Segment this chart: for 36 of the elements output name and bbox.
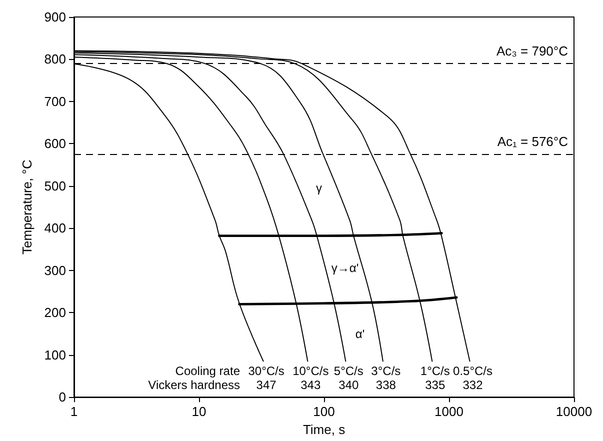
annotation: 347 (256, 378, 277, 392)
series-label: 5°C/s (334, 364, 364, 378)
annotation: Vickers hardness (148, 378, 240, 392)
y-tick-label: 200 (44, 305, 66, 320)
series-label: 0.5°C/s (453, 364, 493, 378)
y-tick-label: 800 (44, 52, 66, 67)
x-tick-label: 10000 (556, 404, 592, 420)
annotation: γ (316, 181, 322, 195)
annotation: 332 (462, 378, 484, 392)
y-tick-label: 500 (44, 178, 66, 194)
annotation: α' (355, 327, 365, 341)
series-label: 10°C/s (292, 364, 329, 378)
annotation: 335 (425, 378, 446, 392)
y-tick-label: 0 (58, 390, 66, 405)
x-tick-label: 100 (313, 404, 335, 420)
annotation: 343 (300, 378, 321, 392)
annotation: Cooling rate (175, 364, 240, 378)
ref-line-label: Ac₁ = 576°C (497, 134, 568, 149)
y-tick-label: 900 (44, 10, 66, 24)
y-tick-label: 400 (44, 220, 66, 236)
x-tick-label: 10 (192, 404, 206, 420)
y-tick-label: 600 (44, 136, 66, 152)
x-tick-label: 1000 (434, 404, 464, 420)
y-tick-label: 100 (44, 347, 66, 362)
x-tick-label: 1 (70, 404, 78, 420)
y-tick-label: 700 (44, 94, 66, 109)
series-label: 3°C/s (371, 364, 401, 378)
annotation: 340 (338, 378, 359, 392)
y-axis-title: Temperature, °C (19, 160, 34, 254)
annotation: γ→α' (331, 261, 359, 275)
y-tick-label: 300 (44, 262, 66, 278)
ref-line-label: Ac₃ = 790°C (496, 43, 568, 58)
annotation: 338 (376, 378, 396, 392)
series-label: 30°C/s (248, 364, 284, 378)
x-axis-title: Time, s (302, 422, 346, 437)
series-label: 1°C/s (420, 364, 450, 378)
